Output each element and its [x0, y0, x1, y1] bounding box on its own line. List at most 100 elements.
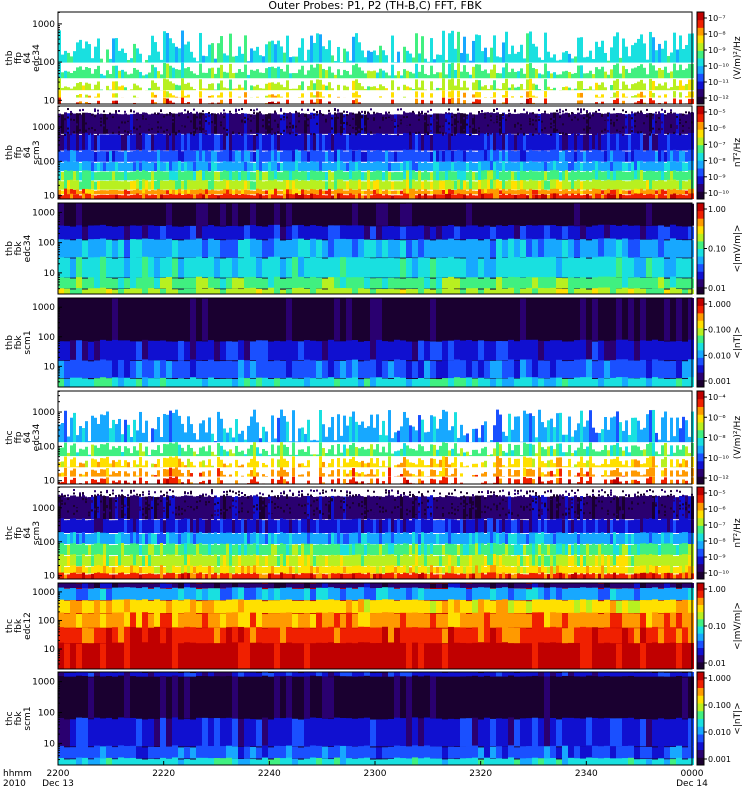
spectrogram-column	[169, 38, 172, 104]
spectrogram-cell	[637, 81, 640, 91]
spectrogram-cell	[376, 149, 379, 162]
spectrogram-cell	[196, 171, 199, 181]
speckle	[568, 123, 570, 126]
spectrogram-cell	[673, 133, 676, 151]
spectrogram-cell	[76, 257, 82, 278]
spectrogram-cell	[154, 114, 157, 134]
spectrogram-cell	[613, 180, 616, 190]
speckle	[661, 121, 663, 124]
spectrogram-cell	[352, 161, 355, 172]
spectrogram-cell	[412, 193, 415, 199]
spectrogram-cell	[310, 64, 313, 79]
spectrogram-cell	[280, 162, 283, 172]
spectrogram-cell	[559, 74, 562, 79]
spectrogram-cell	[313, 150, 316, 162]
spectrogram-cell	[634, 188, 637, 195]
spectrogram-cell	[649, 78, 652, 91]
spectrogram-cell	[277, 101, 280, 104]
spectrogram-cell	[121, 171, 124, 181]
spectrogram-cell	[541, 161, 544, 172]
spectrogram-cell	[601, 40, 604, 63]
spectrogram-cell	[658, 189, 661, 195]
spectrogram-cell	[208, 44, 211, 63]
spectrogram-cell	[442, 194, 445, 199]
spectrogram-cell	[382, 50, 385, 63]
spectrogram-cell	[145, 189, 148, 195]
spectrogram-cell	[322, 340, 328, 361]
spectrogram-cell	[361, 195, 364, 199]
spectrogram-cell	[127, 114, 130, 134]
spectrogram-cell	[607, 112, 610, 134]
spectrogram-cell	[232, 361, 238, 379]
speckle	[649, 131, 651, 134]
speckle	[613, 108, 615, 111]
spectrogram-cell	[658, 239, 664, 258]
spectrogram-cell	[367, 161, 370, 172]
spectrogram-cell	[622, 93, 625, 98]
spectrogram-cell	[136, 132, 139, 151]
spectrogram-column	[226, 113, 229, 199]
spectrogram-cell	[154, 82, 157, 91]
speckle	[238, 115, 240, 118]
spectrogram-column	[358, 299, 364, 387]
spectrogram-cell	[568, 288, 574, 294]
spectrogram-cell	[304, 377, 310, 387]
spectrogram-column	[664, 40, 667, 104]
speckle	[358, 113, 360, 116]
spectrogram-cell	[520, 161, 523, 172]
spectrogram-cell	[505, 195, 508, 199]
speckle	[259, 129, 261, 132]
spectrogram-cell	[277, 162, 280, 172]
spectrogram-cell	[520, 44, 523, 63]
spectrogram-cell	[418, 53, 421, 63]
spectrogram-cell	[388, 75, 391, 79]
speckle	[370, 127, 372, 130]
spectrogram-cell	[340, 193, 343, 199]
spectrogram-cell	[532, 189, 535, 195]
spectrogram-cell	[448, 287, 454, 294]
speckle	[457, 115, 459, 118]
speckle	[301, 113, 303, 116]
spectrogram-cell	[682, 113, 685, 134]
speckle	[169, 133, 171, 136]
speckle	[94, 108, 96, 111]
speckle	[412, 125, 414, 128]
spectrogram-column	[688, 203, 694, 294]
speckle	[481, 131, 483, 134]
spectrogram-column	[388, 298, 394, 387]
spectrogram-cell	[391, 92, 394, 98]
speckle	[196, 111, 198, 114]
spectrogram-cell	[625, 96, 628, 98]
spectrogram-column	[262, 114, 265, 199]
spectrogram-cell	[82, 48, 85, 63]
spectrogram-cell	[244, 113, 247, 134]
spectrogram-column	[184, 203, 190, 294]
spectrogram-cell	[472, 181, 475, 190]
colorbar-segment	[697, 27, 704, 36]
spectrogram-cell	[337, 188, 340, 195]
spectrogram-cell	[286, 133, 289, 151]
speckle	[160, 109, 162, 112]
spectrogram-cell	[592, 193, 595, 199]
spectrogram-cell	[676, 113, 679, 134]
spectrogram-cell	[391, 80, 394, 91]
spectrogram-cell	[346, 239, 352, 258]
spectrogram-column	[232, 203, 238, 294]
spectrogram-cell	[364, 277, 370, 289]
spectrogram-cell	[580, 92, 583, 98]
speckle	[220, 132, 222, 135]
spectrogram-cell	[364, 57, 367, 63]
spectrogram-cell	[448, 238, 454, 258]
spectrogram-column	[271, 113, 274, 199]
spectrogram-cell	[394, 339, 400, 361]
spectrogram-cell	[151, 134, 154, 151]
spectrogram-cell	[220, 151, 223, 162]
spectrogram-cell	[580, 65, 583, 79]
spectrogram-cell	[268, 180, 271, 190]
spectrogram-cell	[373, 86, 376, 91]
spectrogram-cell	[244, 238, 250, 258]
spectrogram-cell	[400, 203, 406, 226]
speckle	[139, 132, 141, 135]
spectrogram-cell	[223, 193, 226, 199]
speckle	[208, 122, 210, 125]
